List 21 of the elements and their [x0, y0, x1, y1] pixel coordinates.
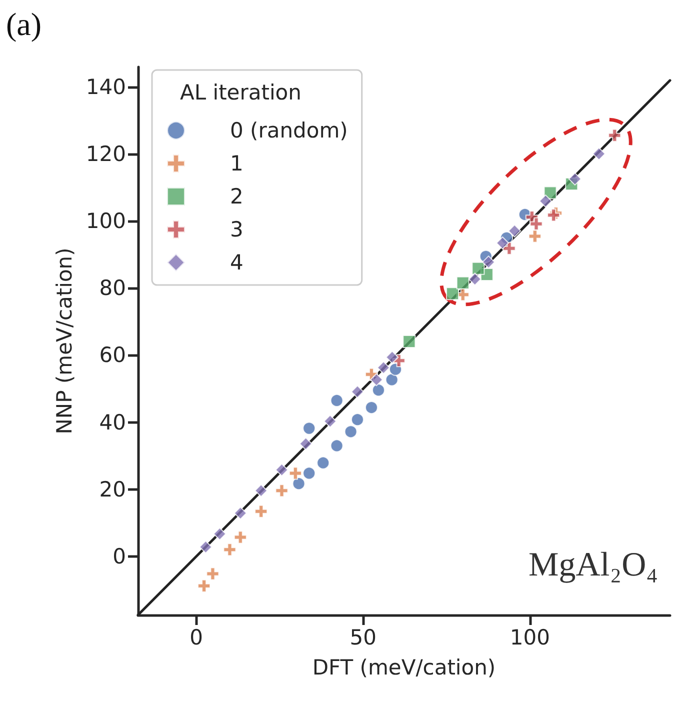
x-tick-label: 0 [190, 626, 204, 650]
legend-label: 3 [230, 218, 244, 242]
y-tick-label: 20 [99, 477, 126, 502]
legend-label: 4 [230, 250, 244, 274]
y-axis-title: NNP (meV/cation) [52, 248, 77, 434]
annotation: MgAl₂O₄ [528, 546, 658, 584]
text: (a) [6, 6, 42, 42]
y-tick-label: 100 [86, 209, 126, 234]
legend-label: 2 [230, 184, 244, 208]
legend-title: AL iteration [180, 80, 302, 104]
y-tick-label: 40 [99, 410, 126, 434]
y-tick-label: 140 [86, 75, 126, 100]
y-tick-label: 60 [99, 343, 126, 368]
x-tick-label: 100 [510, 626, 550, 650]
y-tick-label: 120 [86, 142, 126, 166]
y-tick-label: 80 [99, 276, 126, 300]
x-tick-label: 50 [350, 626, 377, 650]
x-axis-title: DFT (meV/cation) [312, 656, 496, 680]
y-tick-label: 0 [112, 544, 126, 568]
legend-label: 1 [230, 152, 244, 176]
legend-label: 0 (random) [230, 118, 348, 142]
